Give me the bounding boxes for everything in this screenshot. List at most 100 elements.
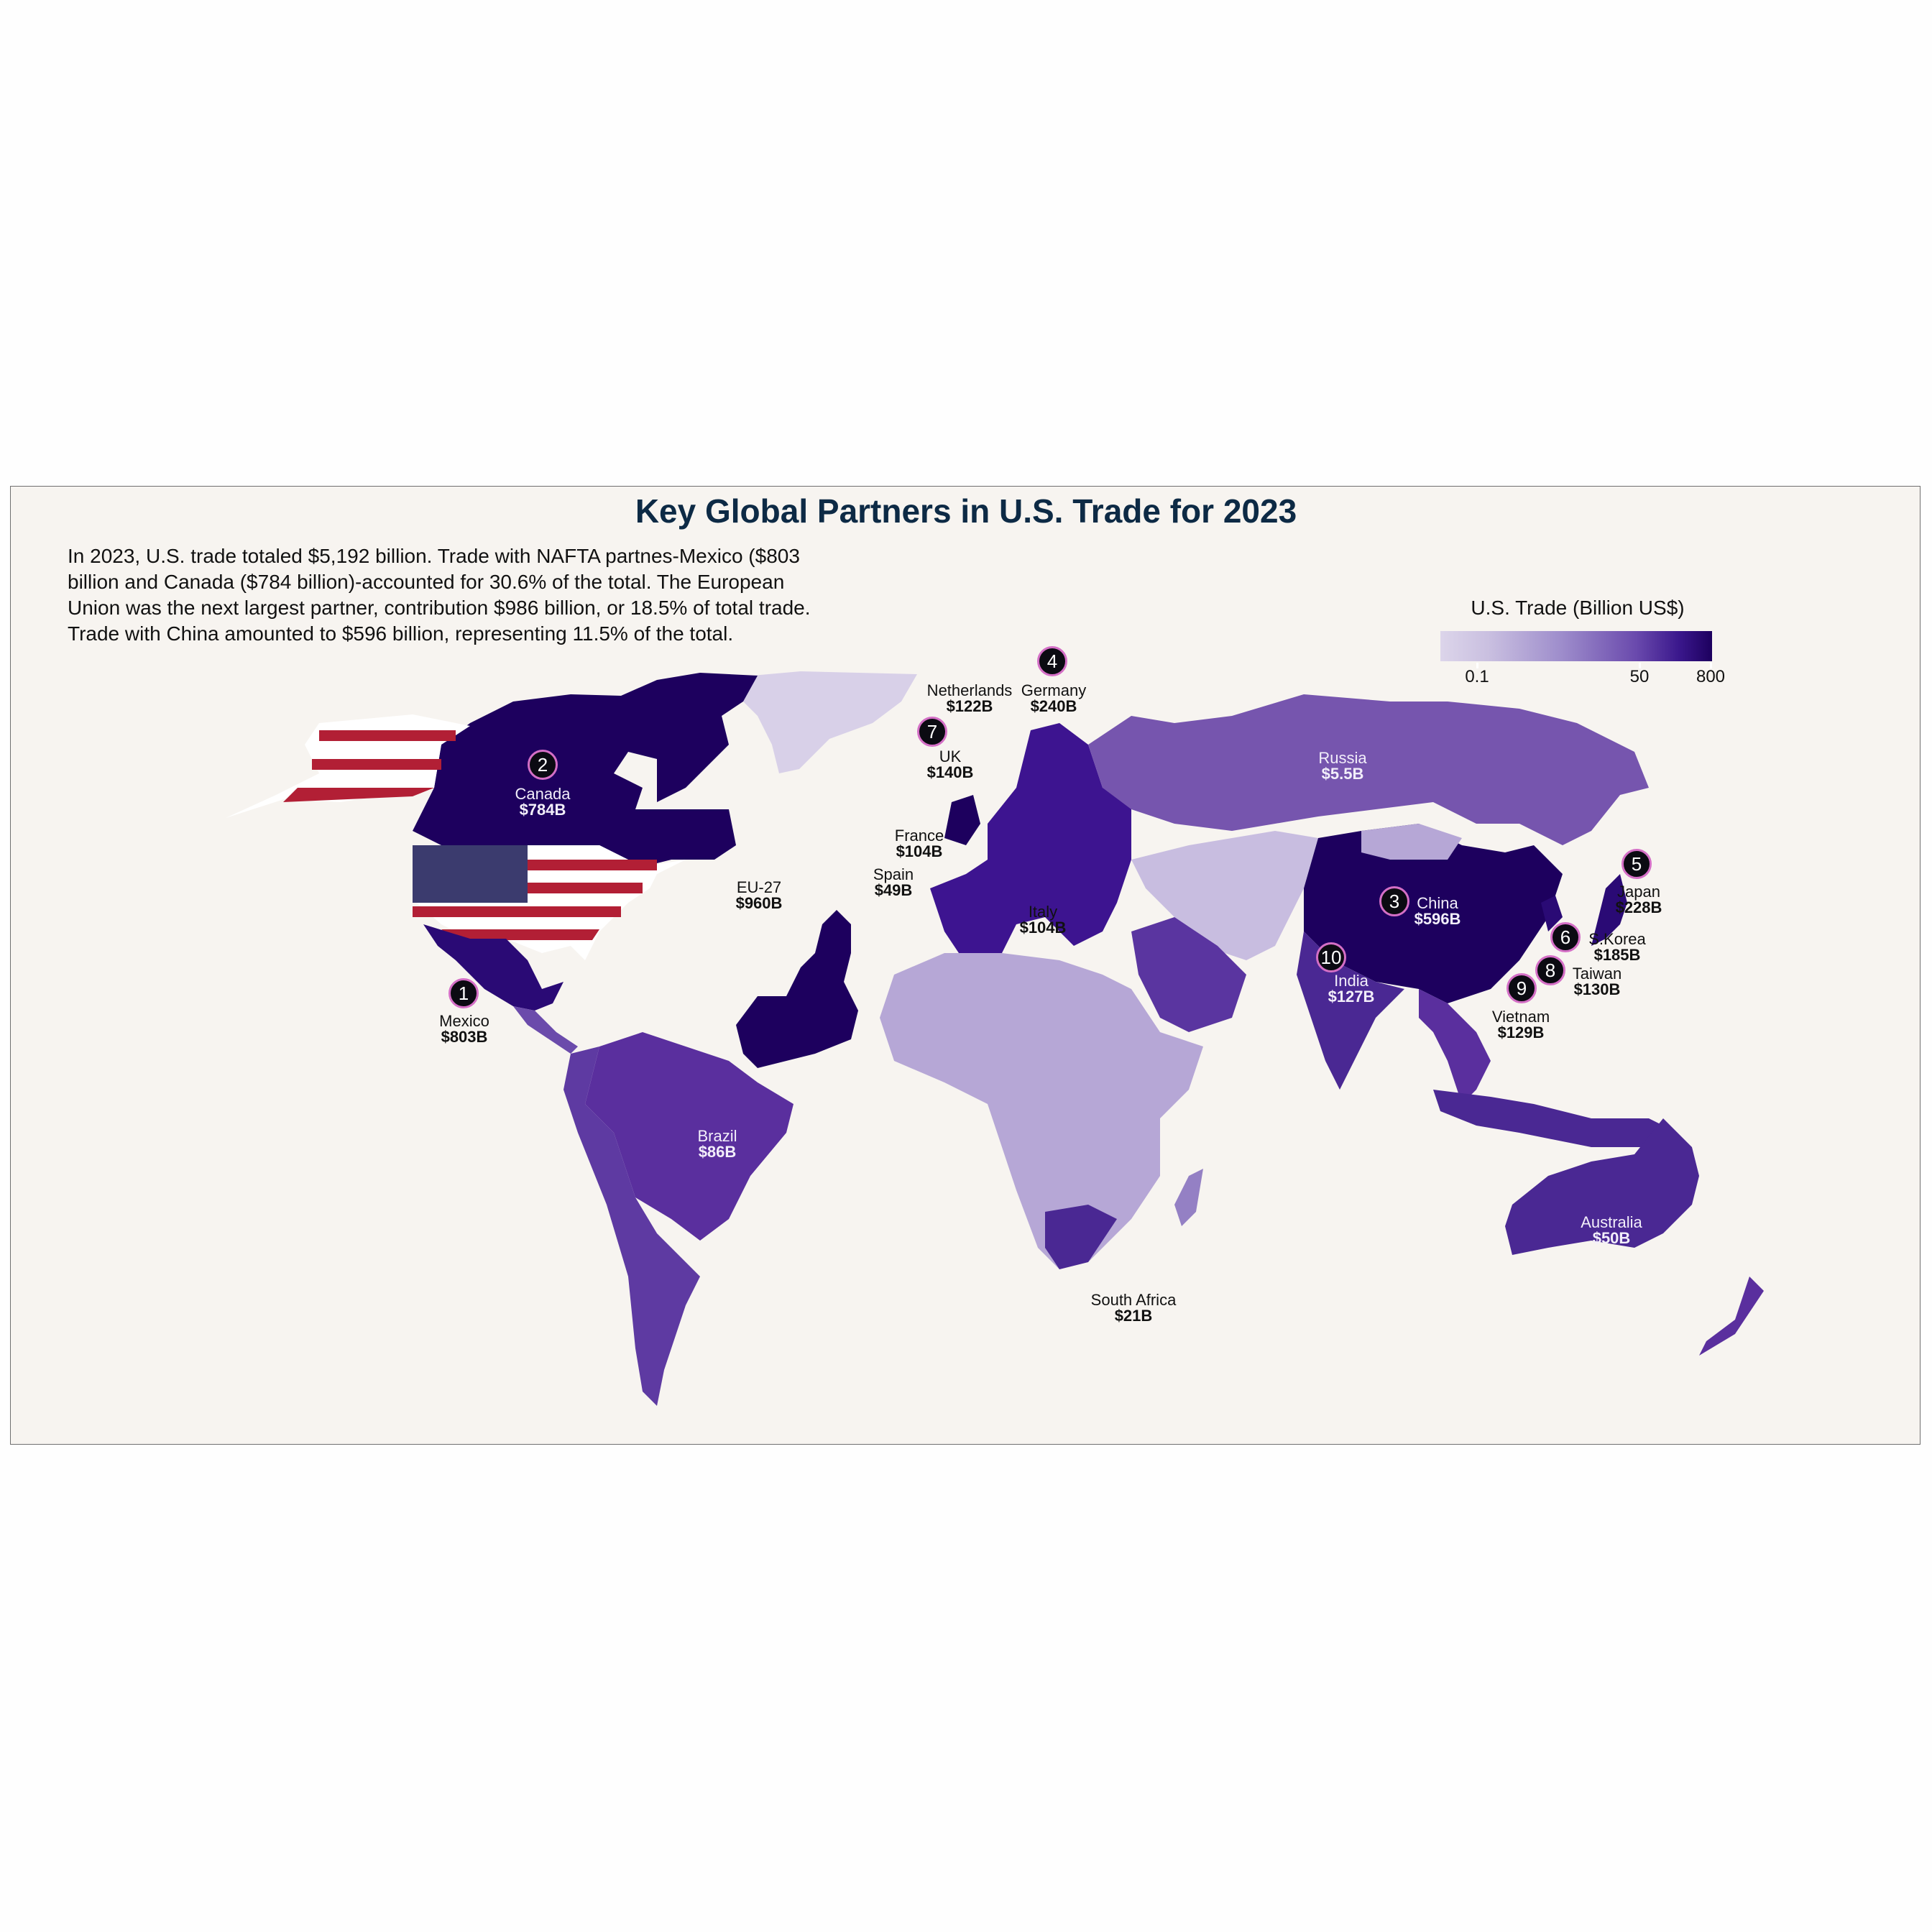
country-value: $104B	[896, 842, 943, 860]
region-andes	[564, 1046, 700, 1406]
legend-tick-label: 50	[1629, 667, 1650, 686]
country-name: France	[894, 827, 944, 845]
alaska-flag	[226, 714, 470, 818]
subtitle-line: Union was the next largest partner, cont…	[68, 597, 811, 619]
country-uk	[944, 795, 980, 845]
country-name: Taiwan	[1572, 965, 1622, 983]
country-label-mexico: Mexico $803B	[439, 1013, 489, 1045]
country-label-germany: Germany $240B	[1021, 683, 1086, 714]
country-name: Spain	[873, 865, 914, 883]
country-value: $596B	[1414, 910, 1461, 928]
rank-marker: 6	[1550, 922, 1581, 952]
country-name: Italy	[1028, 903, 1058, 921]
country-name: China	[1417, 894, 1458, 912]
country-brazil	[585, 1032, 794, 1241]
rank-marker: 3	[1379, 886, 1409, 916]
country-china	[1304, 824, 1563, 1003]
map-title: Key Global Partners in U.S. Trade for 20…	[635, 492, 1297, 530]
rank-marker: 8	[1535, 955, 1565, 985]
country-value: $784B	[519, 801, 566, 819]
rank-marker: 4	[1037, 646, 1067, 676]
country-name: Germany	[1021, 681, 1087, 699]
country-name: Brazil	[697, 1127, 737, 1145]
country-canada	[413, 673, 758, 867]
region-africa	[880, 953, 1203, 1269]
country-value: $185B	[1593, 946, 1641, 964]
country-label-japan: Japan $228B	[1616, 884, 1662, 916]
country-russia	[1088, 694, 1649, 845]
subtitle-line: In 2023, U.S. trade totaled $5,192 billi…	[68, 545, 800, 567]
country-name: South Africa	[1090, 1291, 1177, 1309]
country-label-france: France $104B	[895, 828, 944, 860]
country-name: Mexico	[439, 1012, 489, 1030]
country-label-russia: Russia $5.5B	[1318, 750, 1366, 782]
country-value: $49B	[874, 881, 913, 899]
country-label-s-korea: S.Korea $185B	[1588, 932, 1646, 963]
subtitle-line: Trade with China amounted to $596 billio…	[68, 622, 734, 645]
eu-27-inset	[736, 910, 858, 1068]
country-label-south-africa: South Africa $21B	[1091, 1292, 1177, 1324]
country-value: $240B	[1030, 697, 1077, 715]
region-middle-east	[1131, 831, 1318, 960]
region-arabia	[1131, 917, 1246, 1032]
legend-tick-mark	[1639, 663, 1641, 668]
country-south-africa	[1045, 1205, 1117, 1269]
world-map	[226, 671, 1764, 1406]
country-value: $122B	[946, 697, 993, 715]
subtitle-line: billion and Canada ($784 billion)-accoun…	[68, 571, 785, 593]
region-europe	[930, 723, 1131, 953]
country-value: $50B	[1592, 1229, 1631, 1247]
country-label-vietnam: Vietnam $129B	[1492, 1009, 1550, 1041]
country-name: Russia	[1318, 749, 1367, 767]
country-label-eu-27: EU-27 $960B	[736, 880, 783, 911]
country-name: India	[1334, 972, 1368, 990]
country-label-india: India $127B	[1328, 973, 1375, 1005]
country-value: $228B	[1615, 898, 1662, 916]
country-value: $803B	[441, 1028, 488, 1046]
country-label-taiwan: Taiwan $130B	[1573, 966, 1622, 998]
country-mexico	[423, 924, 564, 1011]
legend-tick-mark	[1476, 663, 1478, 668]
legend-title: U.S. Trade (Billion US$)	[1471, 597, 1685, 619]
country-name: EU-27	[736, 878, 782, 896]
country-label-uk: UK $140B	[927, 749, 974, 781]
country-australia	[1505, 1118, 1699, 1255]
country-greenland	[736, 671, 917, 773]
rank-marker: 7	[917, 717, 947, 747]
legend-tick-label: 800	[1696, 667, 1726, 686]
country-label-brazil: Brazil $86B	[697, 1128, 737, 1160]
region-southeast-asia	[1419, 989, 1491, 1104]
country-value: $127B	[1328, 988, 1375, 1006]
country-value: $104B	[1019, 919, 1067, 937]
country-value: $129B	[1497, 1024, 1545, 1041]
country-mongolia	[1361, 824, 1462, 860]
country-label-canada: Canada $784B	[515, 786, 570, 818]
rank-marker: 1	[448, 978, 479, 1008]
country-korea	[1541, 896, 1563, 932]
country-label-china: China $596B	[1414, 896, 1461, 927]
country-madagascar	[1174, 1169, 1203, 1226]
country-name: Canada	[515, 785, 571, 803]
rank-marker: 10	[1316, 942, 1346, 972]
country-name: Vietnam	[1491, 1008, 1550, 1026]
country-name: UK	[939, 748, 962, 765]
country-value: $140B	[926, 763, 974, 781]
country-new-zealand	[1699, 1276, 1764, 1356]
region-indonesia	[1433, 1090, 1678, 1147]
country-value: $960B	[735, 894, 783, 912]
legend-tick-label: 0.1	[1465, 667, 1489, 686]
rank-marker: 9	[1506, 973, 1537, 1003]
country-value: $5.5B	[1321, 765, 1364, 783]
legend-tick-mark	[1710, 663, 1712, 668]
country-japan	[1591, 874, 1627, 946]
country-name: Australia	[1581, 1213, 1642, 1231]
country-label-italy: Italy $104B	[1020, 904, 1067, 936]
region-central-america	[513, 1006, 578, 1054]
country-label-australia: Australia $50B	[1581, 1215, 1642, 1246]
country-label-spain: Spain $49B	[873, 867, 914, 898]
map-subtitle: In 2023, U.S. trade totaled $5,192 billi…	[68, 543, 916, 647]
country-name: S.Korea	[1588, 930, 1646, 948]
country-value: $21B	[1114, 1307, 1153, 1325]
country-value: $86B	[698, 1143, 737, 1161]
country-value: $130B	[1573, 980, 1621, 998]
